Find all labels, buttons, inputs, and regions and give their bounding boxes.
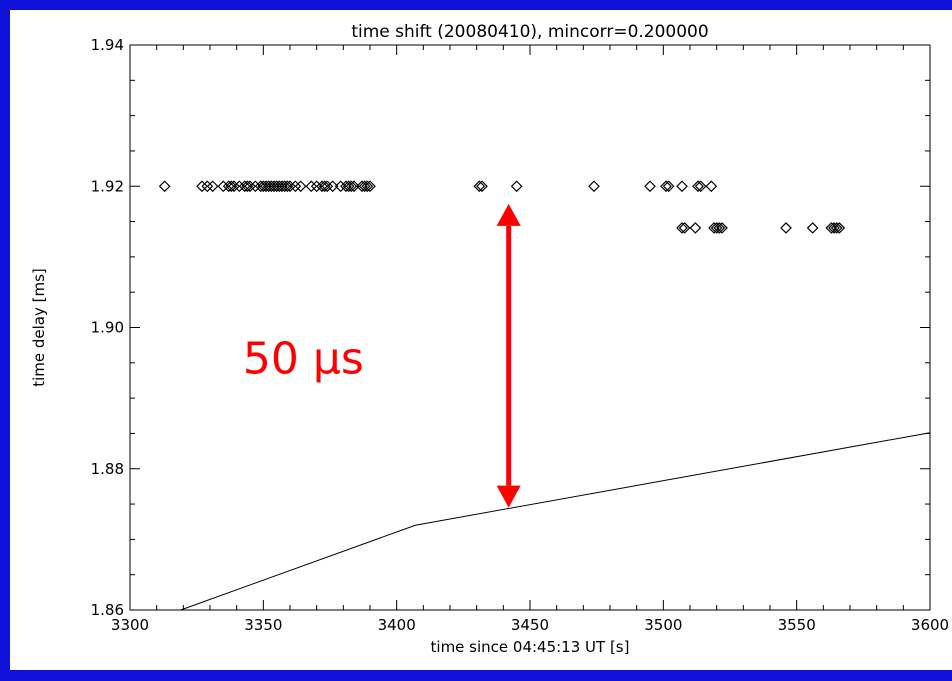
y-tick-label: 1.94 bbox=[91, 36, 124, 54]
data-point bbox=[806, 222, 819, 234]
x-tick-label: 3450 bbox=[511, 616, 549, 634]
data-point bbox=[364, 180, 376, 193]
data-point bbox=[342, 180, 355, 193]
data-point bbox=[780, 222, 792, 234]
data-point bbox=[241, 180, 254, 193]
data-point bbox=[278, 180, 291, 193]
data-point bbox=[273, 180, 286, 193]
x-axis-label: time since 04:45:13 UT [s] bbox=[431, 638, 630, 656]
data-point bbox=[206, 180, 219, 193]
data-point bbox=[694, 180, 707, 193]
data-point bbox=[158, 180, 171, 193]
data-point bbox=[321, 180, 334, 193]
y-tick-label: 1.88 bbox=[91, 460, 124, 478]
data-point bbox=[825, 222, 838, 234]
plot-frame bbox=[129, 44, 931, 611]
data-point bbox=[244, 180, 256, 193]
data-point bbox=[268, 180, 280, 193]
data-point bbox=[257, 180, 270, 193]
scatter-chart: 3300 3350 3400 3450 3500 3550 3600 1.86 1.88 1.90… bbox=[30, 22, 950, 656]
data-point bbox=[217, 180, 230, 193]
data-point bbox=[196, 180, 208, 193]
data-point bbox=[281, 180, 294, 193]
data-point bbox=[334, 180, 347, 193]
data-point bbox=[833, 222, 846, 234]
annotation-layer: 50 μs bbox=[243, 203, 521, 508]
data-point bbox=[284, 180, 296, 193]
data-point bbox=[222, 180, 235, 193]
data-point bbox=[510, 180, 523, 193]
plot-border bbox=[129, 44, 931, 611]
x-tick-label: 3600 bbox=[911, 616, 949, 634]
data-point bbox=[260, 180, 272, 193]
chart-title: time shift (20080410), mincorr=0.200000 bbox=[351, 22, 708, 42]
data-point bbox=[356, 180, 368, 193]
x-tick-label: 3500 bbox=[644, 616, 682, 634]
y-tick-label: 1.90 bbox=[91, 319, 124, 337]
data-point bbox=[676, 222, 688, 234]
data-point bbox=[473, 180, 486, 193]
data-point bbox=[340, 180, 352, 193]
data-point bbox=[225, 180, 238, 193]
data-point bbox=[692, 180, 704, 193]
data-point bbox=[588, 180, 600, 193]
y-tick-label: 1.86 bbox=[91, 601, 124, 619]
data-point bbox=[276, 180, 288, 193]
x-tick-label: 3400 bbox=[378, 616, 416, 634]
y-axis-label: time delay [ms] bbox=[30, 268, 48, 387]
data-point bbox=[228, 180, 240, 193]
data-point bbox=[476, 180, 488, 193]
data-point bbox=[316, 180, 328, 193]
data-point bbox=[660, 180, 672, 193]
reference-line bbox=[180, 432, 931, 611]
annotation-arrowhead-bottom bbox=[496, 485, 521, 508]
data-point bbox=[678, 222, 691, 234]
data-point bbox=[249, 180, 262, 193]
tick-labels: 3300 3350 3400 3450 3500 3550 3600 1.86 1.88 1.90… bbox=[91, 36, 950, 634]
annotation-arrowhead-top bbox=[496, 203, 521, 226]
data-point bbox=[828, 222, 840, 234]
data-point bbox=[294, 180, 307, 193]
x-tick-label: 3300 bbox=[111, 616, 149, 634]
data-layer bbox=[158, 180, 931, 611]
data-point bbox=[345, 180, 358, 193]
data-point bbox=[689, 222, 702, 234]
data-point bbox=[705, 180, 718, 193]
plot-panel: 3300 3350 3400 3450 3500 3550 3600 1.86 1.88 1.90… bbox=[10, 10, 952, 670]
data-point bbox=[289, 180, 302, 193]
data-point bbox=[662, 180, 675, 193]
x-tick-label: 3550 bbox=[778, 616, 816, 634]
data-point bbox=[676, 180, 688, 193]
data-point bbox=[262, 180, 275, 193]
data-point bbox=[233, 180, 246, 193]
data-point bbox=[265, 180, 278, 193]
data-point bbox=[238, 180, 251, 193]
data-point bbox=[358, 180, 371, 193]
x-tick-label: 3350 bbox=[244, 616, 282, 634]
data-point bbox=[270, 180, 283, 193]
y-tick-label: 1.92 bbox=[91, 177, 124, 195]
data-point bbox=[830, 222, 843, 234]
data-point bbox=[361, 180, 374, 193]
data-point bbox=[710, 222, 723, 234]
data-point bbox=[310, 180, 323, 193]
data-point bbox=[254, 180, 267, 193]
data-point bbox=[201, 180, 214, 193]
data-point bbox=[318, 180, 331, 193]
data-point bbox=[644, 180, 656, 193]
data-point bbox=[713, 222, 726, 234]
axis-ticks bbox=[129, 44, 931, 611]
data-point bbox=[348, 180, 360, 193]
data-point bbox=[326, 180, 339, 193]
annotation-label: 50 μs bbox=[243, 333, 364, 384]
data-point bbox=[305, 180, 318, 193]
data-point bbox=[716, 222, 728, 234]
data-point bbox=[708, 222, 720, 234]
